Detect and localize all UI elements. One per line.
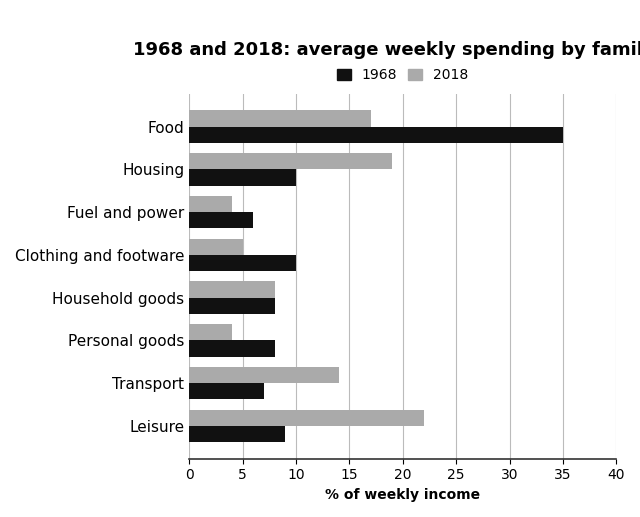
Bar — [189, 367, 339, 383]
Legend: 1968, 2018: 1968, 2018 — [333, 64, 473, 86]
Bar — [189, 281, 275, 298]
X-axis label: % of weekly income: % of weekly income — [325, 488, 481, 502]
Bar — [189, 255, 296, 271]
Bar — [189, 383, 264, 399]
Bar — [189, 409, 424, 426]
Bar — [189, 110, 371, 127]
Title: 1968 and 2018: average weekly spending by families: 1968 and 2018: average weekly spending b… — [133, 41, 640, 59]
Bar — [189, 170, 296, 186]
Bar — [189, 196, 232, 212]
Bar — [189, 426, 285, 442]
Bar — [189, 324, 232, 340]
Bar — [189, 340, 275, 357]
Bar — [189, 212, 253, 229]
Bar — [189, 127, 563, 143]
Bar — [189, 239, 243, 255]
Bar — [189, 153, 392, 170]
Bar — [189, 298, 275, 314]
